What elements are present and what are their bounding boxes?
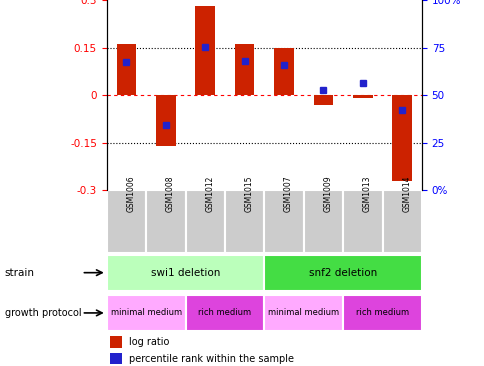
Bar: [264, 295, 342, 331]
Bar: [352, 95, 372, 98]
Text: percentile rank within the sample: percentile rank within the sample: [128, 354, 293, 364]
Bar: [106, 255, 264, 291]
Text: GSM1009: GSM1009: [323, 175, 332, 212]
Text: GSM1012: GSM1012: [205, 175, 214, 212]
Bar: [109, 353, 122, 365]
Text: GSM1007: GSM1007: [284, 175, 292, 212]
Bar: [234, 44, 254, 95]
Bar: [264, 190, 303, 253]
Text: snf2 deletion: snf2 deletion: [308, 268, 377, 278]
Text: GSM1008: GSM1008: [166, 175, 174, 212]
Text: growth protocol: growth protocol: [5, 308, 81, 318]
Bar: [106, 190, 146, 253]
Bar: [342, 190, 382, 253]
Bar: [156, 95, 175, 146]
Text: minimal medium: minimal medium: [110, 309, 182, 317]
Bar: [264, 255, 421, 291]
Bar: [109, 336, 122, 348]
Text: rich medium: rich medium: [355, 309, 408, 317]
Text: GSM1014: GSM1014: [401, 175, 410, 212]
Bar: [303, 190, 342, 253]
Bar: [313, 95, 333, 105]
Bar: [392, 95, 411, 181]
Bar: [116, 44, 136, 95]
Bar: [185, 295, 264, 331]
Text: minimal medium: minimal medium: [268, 309, 339, 317]
Bar: [342, 295, 421, 331]
Bar: [273, 48, 293, 95]
Text: log ratio: log ratio: [128, 337, 169, 347]
Text: GSM1015: GSM1015: [244, 175, 253, 212]
Text: swi1 deletion: swi1 deletion: [151, 268, 220, 278]
Bar: [225, 190, 264, 253]
Bar: [106, 295, 185, 331]
Text: rich medium: rich medium: [198, 309, 251, 317]
Bar: [146, 190, 185, 253]
Bar: [185, 190, 225, 253]
Bar: [382, 190, 421, 253]
Bar: [195, 6, 214, 95]
Text: GSM1013: GSM1013: [362, 175, 371, 212]
Text: GSM1006: GSM1006: [126, 175, 135, 212]
Text: strain: strain: [5, 268, 35, 278]
